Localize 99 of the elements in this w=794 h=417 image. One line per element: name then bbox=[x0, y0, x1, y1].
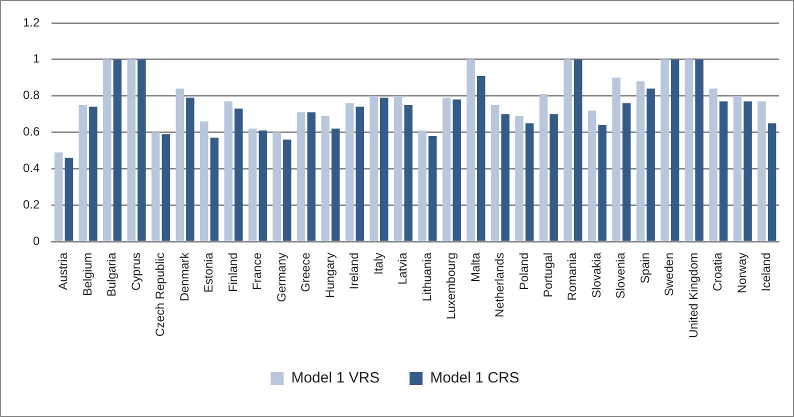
x-tick-label: Austria bbox=[56, 252, 70, 290]
bar bbox=[539, 94, 548, 241]
bar bbox=[356, 106, 364, 241]
bar bbox=[200, 121, 208, 241]
y-tick-label: 1 bbox=[32, 52, 40, 66]
bar bbox=[176, 88, 184, 241]
bar bbox=[127, 59, 136, 241]
bar bbox=[550, 114, 558, 241]
bar bbox=[442, 98, 451, 241]
bar bbox=[162, 134, 170, 241]
bar bbox=[490, 104, 500, 241]
x-tick-label: Germany bbox=[274, 252, 288, 302]
bar bbox=[646, 88, 655, 241]
bar bbox=[466, 59, 475, 241]
bar bbox=[744, 101, 752, 241]
bar bbox=[670, 59, 680, 241]
bar bbox=[138, 59, 146, 241]
x-tick-label: Poland bbox=[516, 252, 531, 290]
x-tick-label: United Kingdom bbox=[686, 252, 700, 338]
bar bbox=[636, 81, 645, 241]
x-tick-label: Belgium bbox=[80, 252, 94, 296]
x-tick-label: Hungary bbox=[322, 252, 337, 298]
x-tick-label: Romania bbox=[565, 252, 580, 301]
bar bbox=[224, 101, 232, 241]
bar bbox=[598, 125, 606, 241]
bar bbox=[394, 96, 402, 241]
bar bbox=[210, 138, 219, 241]
x-tick-label: Norway bbox=[734, 252, 749, 294]
bar bbox=[186, 98, 194, 241]
x-tick-label: Estonia bbox=[202, 252, 216, 293]
bar bbox=[321, 116, 330, 241]
bar bbox=[78, 104, 88, 241]
y-tick-label: 0.2 bbox=[22, 197, 40, 212]
x-tick-label: Slovenia bbox=[614, 252, 628, 299]
x-tick-label: Luxembourg bbox=[444, 252, 458, 320]
x-tick-label: Cyprus bbox=[128, 252, 143, 291]
bar bbox=[695, 59, 704, 241]
bar bbox=[622, 103, 631, 241]
bar bbox=[380, 98, 388, 241]
bar bbox=[283, 140, 292, 241]
bar bbox=[404, 104, 412, 241]
legend-label: Model 1 VRS bbox=[291, 370, 380, 387]
bar bbox=[684, 59, 694, 241]
bar bbox=[428, 136, 437, 241]
x-tick-label: Czech Republic bbox=[153, 252, 168, 337]
bar bbox=[758, 101, 766, 241]
bar bbox=[345, 103, 354, 241]
bar bbox=[370, 96, 378, 241]
bar bbox=[103, 59, 112, 241]
x-tick-label: Latvia bbox=[396, 252, 410, 285]
x-tick-label: Ireland bbox=[347, 252, 362, 290]
bar bbox=[113, 59, 122, 241]
bar bbox=[515, 116, 524, 241]
x-tick-label: Iceland bbox=[759, 252, 774, 292]
x-tick-label: Croatia bbox=[710, 252, 725, 292]
bar bbox=[452, 100, 461, 241]
bar bbox=[588, 110, 596, 241]
x-tick-label: Malta bbox=[468, 252, 482, 282]
x-tick-label: Portugal bbox=[540, 252, 555, 298]
y-tick-label: 0 bbox=[32, 234, 40, 248]
bar bbox=[89, 106, 98, 241]
bar bbox=[564, 59, 572, 241]
bar bbox=[152, 132, 160, 241]
bar bbox=[574, 59, 582, 241]
bar bbox=[501, 114, 510, 241]
bar bbox=[272, 132, 281, 241]
x-tick-label: Greece bbox=[298, 252, 313, 292]
bar bbox=[525, 123, 534, 241]
x-tick-label: Sweden bbox=[662, 252, 676, 296]
bar bbox=[258, 130, 268, 241]
bar bbox=[332, 128, 340, 241]
y-tick-label: 0.4 bbox=[22, 161, 40, 176]
y-tick-label: 0.8 bbox=[22, 88, 40, 102]
x-tick-label: Netherlands bbox=[492, 252, 507, 318]
bar bbox=[733, 96, 742, 241]
y-tick-label: 1.2 bbox=[22, 15, 40, 30]
bar bbox=[612, 78, 620, 241]
x-tick-label: Finland bbox=[226, 252, 240, 292]
bar bbox=[64, 158, 74, 241]
bar bbox=[307, 112, 316, 241]
x-tick-label: Slovakia bbox=[589, 252, 604, 298]
x-tick-label: Spain bbox=[638, 252, 652, 284]
x-tick-label: Italy bbox=[371, 252, 386, 275]
bar bbox=[296, 112, 306, 241]
bar bbox=[660, 59, 669, 241]
y-tick-label: 0.6 bbox=[22, 124, 40, 139]
bar bbox=[54, 152, 63, 241]
x-tick-label: Denmark bbox=[177, 252, 192, 302]
x-tick-label: France bbox=[250, 252, 264, 290]
legend-label: Model 1 CRS bbox=[430, 370, 520, 387]
bar bbox=[709, 88, 718, 241]
x-tick-label: Lithuania bbox=[420, 252, 434, 302]
bar bbox=[768, 123, 776, 241]
bar bbox=[234, 108, 243, 241]
bar bbox=[476, 76, 486, 241]
bar bbox=[418, 130, 426, 241]
bar bbox=[248, 128, 257, 241]
bar bbox=[719, 101, 728, 241]
x-tick-label: Bulgaria bbox=[104, 252, 119, 297]
